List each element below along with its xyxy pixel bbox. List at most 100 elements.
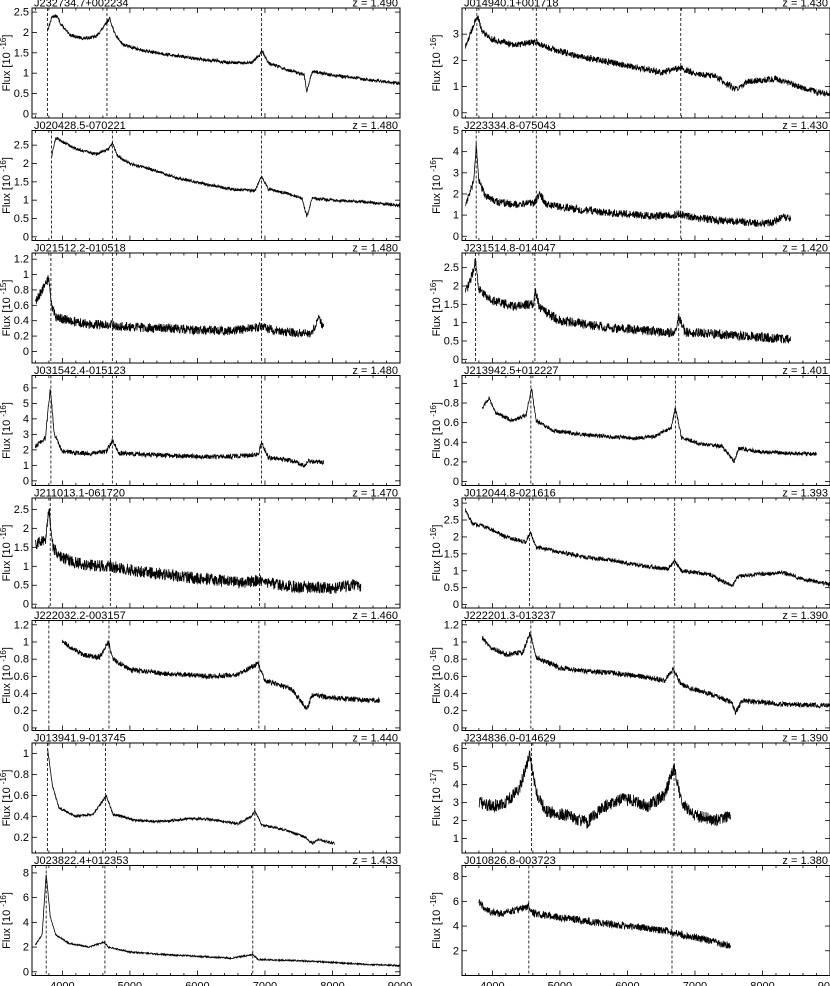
redshift-label: z = 1.430 (782, 0, 828, 10)
y-tick-label: 2.5 (444, 515, 459, 527)
y-tick-label: 2.5 (14, 140, 29, 152)
spectrum-panel: 0 0.5 1 1.5 2 2.5 J020428.5-070221 z = 1.480 Flu… (0, 120, 401, 243)
y-tick-label: 0 (453, 107, 459, 119)
object-name: J231514.8-014047 (464, 243, 556, 255)
y-tick-label: 2.5 (14, 504, 29, 516)
spectrum-line (465, 15, 830, 97)
y-tick-label: 1 (453, 81, 459, 93)
y-tick-label: 3 (453, 797, 459, 809)
y-axis-label: Flux [10 -16] (429, 157, 443, 214)
redshift-label: z = 1.430 (782, 120, 828, 132)
y-tick-label: 3 (23, 429, 29, 441)
y-tick-label: 4 (23, 917, 29, 929)
redshift-label: z = 1.420 (782, 243, 828, 255)
y-tick-label: 8 (453, 871, 459, 883)
y-tick-label: 1 (23, 748, 29, 760)
y-tick-label: 0.2 (444, 456, 459, 468)
y-tick-label: 0.8 (14, 654, 29, 666)
redshift-label: z = 1.433 (352, 855, 398, 867)
y-tick-label: 2.5 (14, 7, 29, 19)
y-tick-label: 4 (453, 921, 459, 933)
y-tick-label: 1 (23, 195, 29, 207)
redshift-label: z = 1.390 (782, 733, 828, 745)
plot-frame (461, 7, 830, 119)
redshift-label: z = 1.440 (352, 733, 398, 745)
y-tick-label: 1 (453, 210, 459, 222)
redshift-label: z = 1.480 (352, 365, 398, 377)
object-name: J020428.5-070221 (34, 120, 126, 132)
spectrum-line (62, 639, 381, 710)
y-axis-label: Flux [10 -16] (429, 402, 443, 459)
object-name: J013941.9-013745 (34, 733, 126, 745)
plot-frame (31, 252, 401, 364)
y-tick-label: 2.5 (444, 262, 459, 274)
object-name: J213942.5+012227 (464, 365, 559, 377)
plot-frame (461, 252, 830, 364)
y-tick-label: 1 (23, 561, 29, 573)
y-tick-label: 1.5 (444, 299, 459, 311)
y-tick-label: 3 (453, 498, 459, 510)
y-tick-label: 2 (23, 27, 29, 39)
y-tick-label: 0.5 (14, 213, 29, 225)
y-tick-label: 2 (23, 523, 29, 535)
spectrum-panel: 0 0.2 0.4 0.6 0.8 1 1.2 J222201.3-013237 z = 1.3… (429, 610, 830, 734)
y-tick-label: 6 (453, 743, 459, 755)
y-tick-label: 2 (453, 531, 459, 543)
plot-frame (461, 865, 830, 976)
y-tick-label: 0 (23, 346, 29, 358)
y-tick-label: 0.2 (14, 705, 29, 717)
x-tick-label: 7000 (683, 981, 707, 986)
y-tick-label: 0 (453, 476, 459, 488)
y-tick-label: 0.4 (14, 315, 29, 327)
y-tick-label: 0 (23, 722, 29, 734)
y-tick-label: 4 (23, 413, 29, 425)
y-tick-label: 1.5 (14, 47, 29, 59)
y-tick-label: 0 (23, 599, 29, 611)
y-tick-label: 0.4 (14, 688, 29, 700)
y-axis-label: Flux [10 -16] (0, 157, 13, 214)
y-tick-label: 0.8 (444, 654, 459, 666)
object-name: J012044.8-021616 (464, 488, 556, 500)
y-tick-label: 0.4 (444, 437, 459, 449)
y-tick-label: 2 (23, 942, 29, 954)
y-tick-label: 0.8 (14, 769, 29, 781)
spectrum-line (465, 508, 830, 588)
object-name: J021512.2-010518 (34, 243, 126, 255)
y-tick-label: 0 (453, 231, 459, 243)
spectrum-line (35, 388, 324, 468)
x-tick-label: 6000 (185, 981, 209, 986)
x-tick-label: 4000 (480, 981, 504, 986)
y-tick-label: 6 (23, 892, 29, 904)
y-tick-label: 0 (453, 722, 459, 734)
y-tick-label: 1 (453, 636, 459, 648)
y-tick-label: 0.5 (444, 336, 459, 348)
spectrum-panel: 0 1 2 3 J014940.1+001718 z = 1.430 Flux [10 -1… (429, 0, 830, 119)
spectrum-line (465, 143, 792, 228)
spectrum-panel: 0 1 2 3 4 5 J223334.8-075043 z = 1.430 Flux [10 … (429, 120, 830, 243)
redshift-label: z = 1.480 (352, 243, 398, 255)
y-tick-label: 1.5 (444, 548, 459, 560)
y-tick-label: 1.2 (444, 619, 459, 631)
y-tick-label: 1 (453, 565, 459, 577)
y-tick-label: 2 (453, 945, 459, 957)
spectrum-line (47, 14, 400, 94)
x-tick-label: 5000 (118, 981, 142, 986)
y-axis-label: Flux [10 -16] (0, 35, 13, 92)
y-tick-label: 2 (23, 158, 29, 170)
y-tick-label: 0 (23, 475, 29, 487)
x-tick-label: 6000 (615, 981, 639, 986)
y-axis-label: Flux [10 -16] (0, 402, 13, 459)
object-name: J222201.3-013237 (464, 610, 556, 622)
y-tick-label: 0.6 (14, 790, 29, 802)
y-tick-label: 1 (453, 378, 459, 390)
y-tick-label: 0.4 (444, 688, 459, 700)
plot-frame (461, 742, 830, 854)
y-tick-label: 0 (23, 108, 29, 120)
y-axis-label: Flux [10 -16] (429, 892, 443, 949)
x-tick-label: 4000 (50, 981, 74, 986)
y-tick-label: 1 (453, 833, 459, 845)
y-axis-label: Flux [10 -16] (0, 770, 13, 827)
object-name: J211013.1-061720 (34, 488, 125, 500)
y-tick-label: 1.2 (14, 619, 29, 631)
y-tick-label: 5 (453, 761, 459, 773)
